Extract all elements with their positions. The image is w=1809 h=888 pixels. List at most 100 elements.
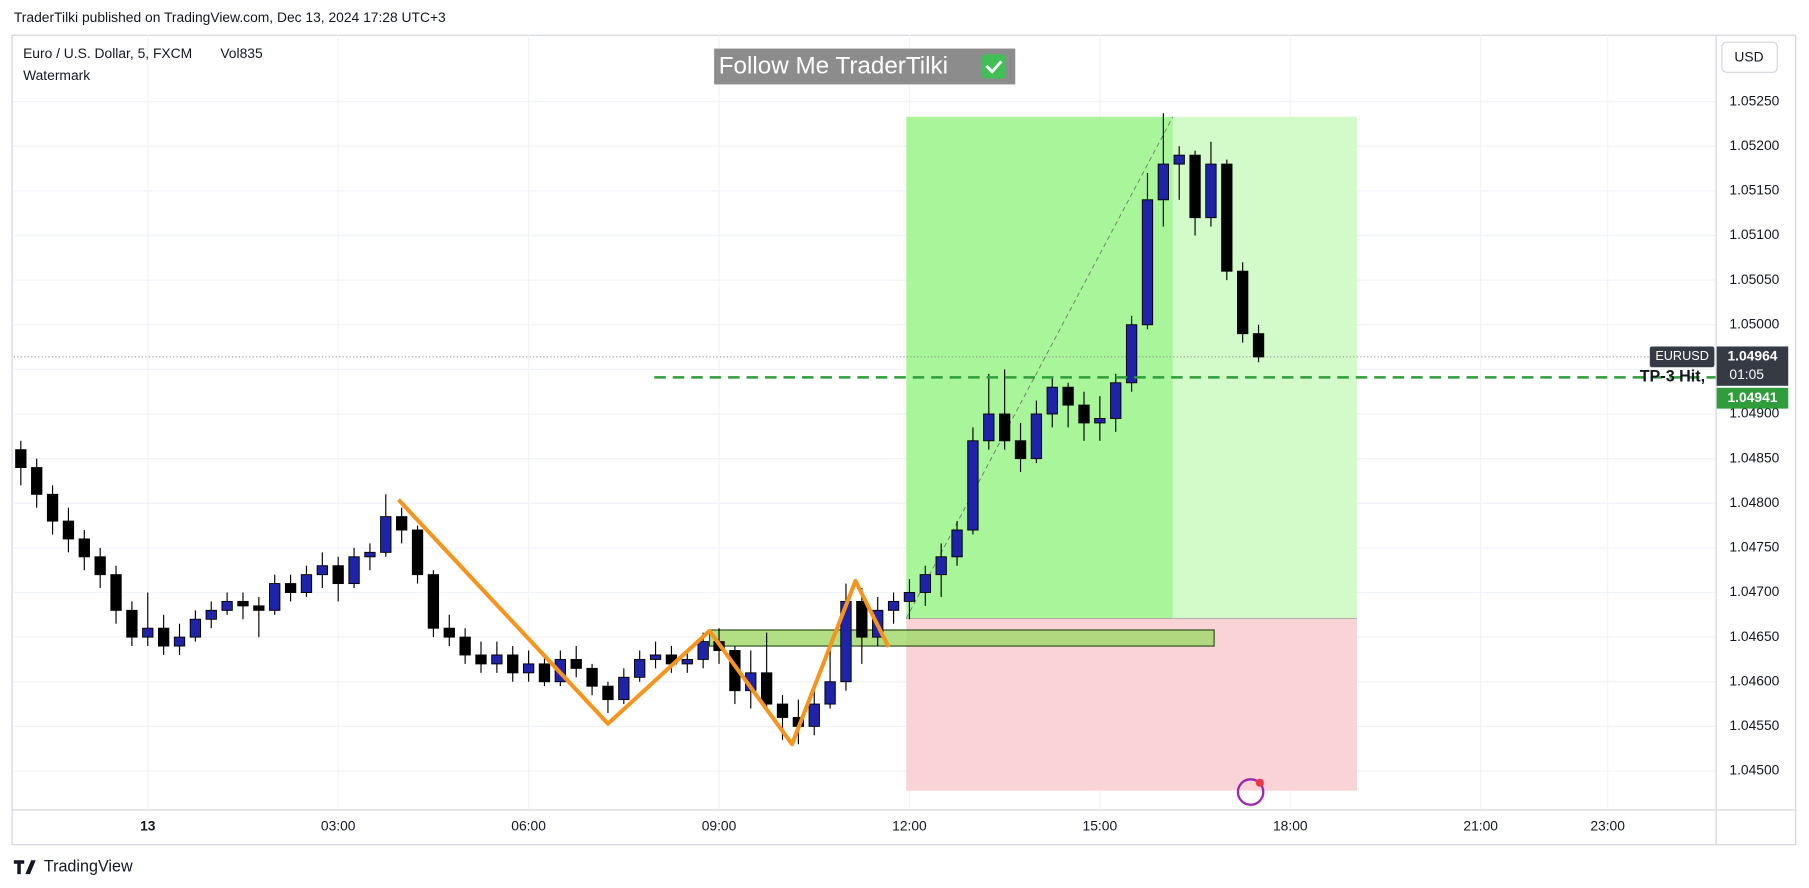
stop-zone <box>906 618 1357 791</box>
candle-body <box>602 685 614 701</box>
candle-body <box>443 627 455 638</box>
alert-icon[interactable] <box>1236 778 1265 806</box>
candle-body <box>983 413 995 442</box>
publish-header: TraderTilki published on TradingView.com… <box>14 9 446 25</box>
y-tick-label: 1.04900 <box>1729 405 1779 421</box>
x-tick-label: 13 <box>140 817 156 833</box>
x-tick-label: 09:00 <box>702 817 737 833</box>
candle-body <box>364 551 376 558</box>
candle-body <box>62 520 75 540</box>
brand: TradingView <box>44 857 133 875</box>
candle-body <box>1252 333 1265 358</box>
candle-body <box>253 605 265 611</box>
candle-body <box>776 703 789 718</box>
candle-body <box>1110 382 1122 419</box>
y-tick-label: 1.04700 <box>1729 583 1779 599</box>
candle-body <box>205 609 217 620</box>
candle-body <box>697 641 709 660</box>
chart-frame <box>11 34 1797 846</box>
candle-body <box>189 618 202 638</box>
candle-body <box>1157 163 1169 201</box>
candle-body <box>396 516 408 531</box>
watermark-text: Follow Me TraderTilki <box>719 52 948 79</box>
check-mark <box>985 60 1003 74</box>
zigzag-pattern <box>397 498 891 747</box>
candle-body <box>411 529 424 576</box>
candle-body <box>31 467 43 495</box>
last-price: 1.04964 <box>1727 348 1777 364</box>
candle-body <box>967 440 979 531</box>
candle-body <box>316 565 328 576</box>
candle-body <box>15 449 27 469</box>
candle-body <box>269 583 281 611</box>
currency-button[interactable] <box>1721 41 1778 73</box>
candle-body <box>634 658 646 678</box>
candle-body <box>459 636 471 656</box>
indicator-legend: Watermark <box>23 67 90 83</box>
candle-body <box>1046 386 1058 415</box>
y-tick-label: 1.04600 <box>1729 672 1779 688</box>
candle-body <box>586 667 598 687</box>
demand-zone <box>708 629 1215 647</box>
candle-body <box>1237 270 1249 335</box>
candle-body <box>380 516 392 553</box>
y-tick-label: 1.05000 <box>1729 315 1779 331</box>
candle-body <box>1173 154 1185 165</box>
candle-body <box>237 600 249 607</box>
candle-body <box>507 654 519 674</box>
candle-body <box>649 654 662 660</box>
candle-body <box>221 600 233 611</box>
target-zone <box>1172 116 1357 619</box>
x-tick-label: 12:00 <box>892 817 927 833</box>
x-tick-label: 15:00 <box>1083 817 1118 833</box>
candle-body <box>808 703 820 727</box>
candle-body <box>570 658 582 669</box>
symbol-tag-label: EURUSD <box>1655 349 1709 363</box>
candle-body <box>78 538 90 558</box>
tp-price-tag <box>1716 387 1789 409</box>
x-tick-label: 03:00 <box>321 817 356 833</box>
y-tick-label: 1.04850 <box>1729 449 1779 465</box>
tv-logo <box>13 860 36 875</box>
x-tick-label: 23:00 <box>1590 817 1625 833</box>
candle-body <box>300 574 313 593</box>
candle-body <box>1062 386 1074 406</box>
x-tick-label: 21:00 <box>1463 817 1498 833</box>
candle-body <box>1125 324 1138 384</box>
symbol-tag <box>1649 346 1715 368</box>
candle-body <box>681 658 693 665</box>
candle-body <box>110 574 122 611</box>
candle-body <box>887 600 900 611</box>
candle-body <box>1078 404 1090 424</box>
x-tick-label: 18:00 <box>1273 817 1308 833</box>
candle-body <box>1205 163 1217 219</box>
candle-body <box>919 574 931 593</box>
alert-dot <box>1255 778 1264 787</box>
candle-body <box>1189 154 1201 219</box>
y-tick-label: 1.05100 <box>1729 226 1779 242</box>
candle-body <box>46 493 59 522</box>
check-icon <box>981 54 1007 79</box>
candle-body <box>1221 163 1233 272</box>
candle-body <box>173 636 186 647</box>
last-price-tag <box>1716 346 1789 386</box>
bar-countdown: 01:05 <box>1729 366 1764 382</box>
candle-body <box>999 413 1011 442</box>
y-tick-label: 1.05200 <box>1729 137 1779 153</box>
watermark-box <box>714 48 1016 85</box>
candle-body <box>491 654 503 665</box>
candle-body <box>1141 199 1154 326</box>
candle-body <box>348 556 360 585</box>
candle-body <box>1030 413 1043 460</box>
candle-body <box>903 592 916 602</box>
candle-body <box>856 600 868 638</box>
y-tick-label: 1.04750 <box>1729 539 1779 555</box>
candle-body <box>935 556 947 576</box>
candle-body <box>126 609 138 638</box>
candle-body <box>1014 440 1027 460</box>
trade-path <box>905 116 1174 619</box>
candle-body <box>94 556 106 576</box>
candle-body <box>284 583 297 593</box>
candle-body <box>824 681 836 705</box>
